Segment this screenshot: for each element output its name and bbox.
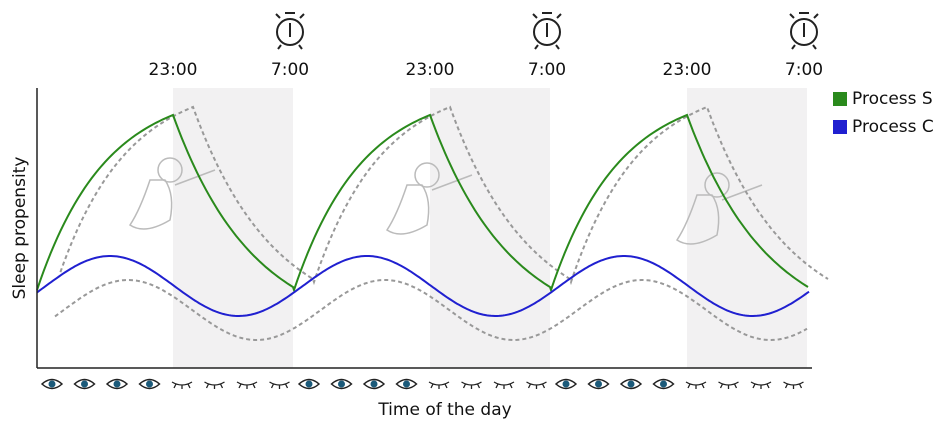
night-band	[173, 88, 293, 368]
closed-eye	[429, 382, 449, 389]
legend-label: Process S	[852, 89, 933, 109]
night-band	[430, 88, 550, 368]
eye-icons	[42, 380, 804, 390]
closed-eye	[237, 382, 257, 389]
closed-eye	[494, 382, 514, 389]
pupil	[403, 381, 410, 388]
y-axis-label: Sleep propensity	[10, 157, 30, 300]
legend-swatch	[833, 92, 847, 106]
closed-eye	[719, 382, 739, 389]
time-label: 23:00	[663, 60, 712, 80]
pupil	[628, 381, 635, 388]
pupil	[371, 381, 378, 388]
pupil	[660, 381, 667, 388]
time-labels: 23:00 7:00 23:00 7:00 23:00 7:00	[149, 13, 824, 80]
night-shading	[173, 88, 807, 368]
x-axis-label: Time of the day	[377, 400, 511, 420]
closed-eye	[686, 382, 706, 389]
pupil	[306, 381, 313, 388]
closed-eye	[172, 382, 192, 389]
pupil	[49, 381, 56, 388]
legend-swatch	[833, 120, 847, 134]
pupil	[146, 381, 153, 388]
time-label: 23:00	[149, 60, 198, 80]
closed-eye	[462, 382, 482, 389]
legend-label: Process C	[852, 117, 934, 137]
pupil	[114, 381, 121, 388]
legend: Process S Process C	[833, 89, 934, 137]
time-label: 7:00	[271, 60, 309, 80]
closed-eye	[751, 382, 771, 389]
pupil	[595, 381, 602, 388]
night-band	[687, 88, 807, 368]
closed-eye	[270, 382, 290, 389]
pupil	[563, 381, 570, 388]
closed-eye	[205, 382, 225, 389]
sleep-model-diagram: 23:007:0023:007:0023:007:00 Process SPro…	[0, 0, 940, 423]
pupil	[338, 381, 345, 388]
closed-eye	[527, 382, 547, 389]
time-label: 7:00	[528, 60, 566, 80]
closed-eye	[784, 382, 804, 389]
pupil	[81, 381, 88, 388]
time-label: 23:00	[406, 60, 455, 80]
time-label: 7:00	[785, 60, 823, 80]
